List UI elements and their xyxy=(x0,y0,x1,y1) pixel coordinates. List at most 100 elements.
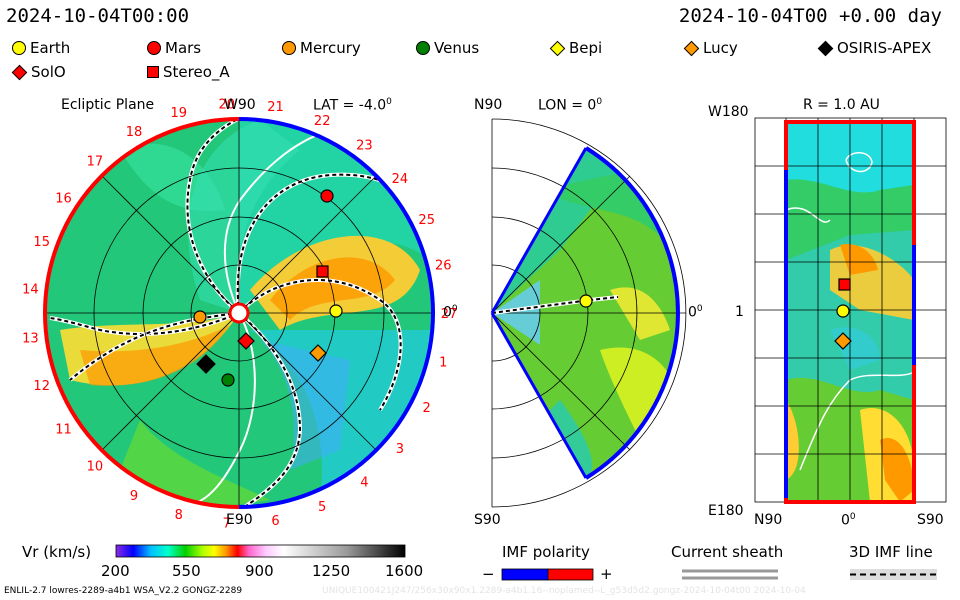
start-time: 2024-10-04T00:00 xyxy=(6,5,190,27)
model-info: ENLIL-2.7 lowres-2289-a4b1 WSA_V2.2 GONG… xyxy=(4,586,243,596)
carrington-label: 6 xyxy=(271,514,279,529)
x-mid-zero: 0 xyxy=(841,512,850,529)
carrington-label: 13 xyxy=(22,331,39,346)
carrington-label: 26 xyxy=(435,259,452,274)
carrington-label: 10 xyxy=(87,460,104,475)
degree-sign: 0 xyxy=(849,512,856,522)
meridional-bottom-label: S90 xyxy=(474,512,501,528)
lat-value: LAT = -4.0 xyxy=(313,97,387,114)
current-sheath-swatch xyxy=(682,569,778,580)
colorbar-tick: 1250 xyxy=(312,562,351,580)
rmap-bottom-label: E180 xyxy=(708,503,744,519)
imf-positive-swatch xyxy=(547,568,594,581)
legend-label: Lucy xyxy=(703,39,738,57)
degree-sign: 0 xyxy=(596,97,603,107)
carrington-label: 2 xyxy=(423,401,431,416)
solo-marker xyxy=(237,332,255,350)
lucy-marker-rmap xyxy=(834,332,852,350)
run-id-watermark: UNIQUE100421J247/256x30x90x1.2289-a4b1.1… xyxy=(322,586,806,596)
carrington-label: 12 xyxy=(33,379,50,394)
meridional-lon-label: LON = 00 xyxy=(538,97,602,114)
carrington-label: 27 xyxy=(441,307,458,322)
carrington-label: 18 xyxy=(126,125,143,140)
osiris-apex-marker xyxy=(196,354,216,374)
legend-label: Mars xyxy=(165,39,202,57)
rmap-x-right: S90 xyxy=(917,512,944,528)
carrington-label: 20 xyxy=(219,97,236,112)
lon-value: LON = 0 xyxy=(538,97,597,114)
carrington-label: 15 xyxy=(33,235,50,250)
imf-negative-swatch xyxy=(501,568,549,581)
rmap-title: R = 1.0 AU xyxy=(803,97,880,113)
legend-label: SolO xyxy=(31,63,66,81)
rmap-x-left: N90 xyxy=(754,512,783,528)
legend-mercury: Mercury xyxy=(282,39,361,57)
venus-marker-icon xyxy=(416,41,430,55)
carrington-label: 24 xyxy=(392,172,409,187)
meridional-panel xyxy=(490,118,687,508)
colorbar-label: Vr (km/s) xyxy=(22,543,92,561)
carrington-label: 11 xyxy=(55,422,72,437)
carrington-label: 1 xyxy=(439,355,447,370)
legend-earth: Earth xyxy=(12,39,70,57)
carrington-label: 25 xyxy=(418,213,435,228)
velocity-colorbar xyxy=(115,544,406,558)
ecliptic-top-label: W90 xyxy=(224,97,256,113)
legend-osiris-apex: OSIRIS-APEX xyxy=(817,39,932,57)
colorbar-tick: 900 xyxy=(245,562,274,580)
legend-venus: Venus xyxy=(416,39,479,57)
rmap-panel xyxy=(754,117,947,504)
carrington-label: 7 xyxy=(223,517,231,532)
mercury-marker-icon xyxy=(282,41,296,55)
legend-lucy: Lucy xyxy=(683,39,738,57)
mercury-marker xyxy=(193,310,207,324)
carrington-label: 14 xyxy=(22,283,39,298)
rmap-x-mid: 00 xyxy=(841,512,856,529)
carrington-label: 17 xyxy=(87,154,104,169)
ecliptic-lat-label: LAT = -4.00 xyxy=(313,97,392,114)
carrington-label: 16 xyxy=(55,192,72,207)
earth-marker-rmap xyxy=(836,304,850,318)
ecliptic-right-label: 00 xyxy=(443,304,458,321)
carrington-label: 23 xyxy=(356,139,373,154)
ecliptic-bottom-label: E90 xyxy=(226,512,253,528)
right-zero: 0 xyxy=(688,304,697,321)
mars-marker xyxy=(320,189,334,203)
degree-sign: 0 xyxy=(451,304,458,314)
imf-plus: + xyxy=(600,565,613,583)
carrington-label: 22 xyxy=(314,114,331,129)
rmap-top-label: W180 xyxy=(708,104,749,120)
earth-marker-icon xyxy=(12,41,26,55)
legend-stereo-a: Stereo_A xyxy=(147,63,230,81)
imf-minus: − xyxy=(482,565,495,583)
carrington-label: 3 xyxy=(396,442,404,457)
earth-marker-meridional xyxy=(579,294,593,308)
rmap-left-tick: 1 xyxy=(735,304,744,320)
ecliptic-title: Ecliptic Plane xyxy=(61,97,155,113)
stereo-a-marker xyxy=(316,265,329,278)
earth-marker xyxy=(329,304,343,318)
current-sheath-label: Current sheath xyxy=(671,543,784,561)
legend-bepi: Bepi xyxy=(549,39,602,57)
legend-label: Stereo_A xyxy=(163,63,230,81)
degree-sign: 0 xyxy=(696,304,703,314)
legend-label: OSIRIS-APEX xyxy=(837,39,932,57)
degree-sign: 0 xyxy=(386,97,392,107)
imf-polarity-label: IMF polarity xyxy=(502,543,590,561)
carrington-label: 21 xyxy=(267,100,284,115)
carrington-label: 4 xyxy=(360,475,368,490)
legend-mars: Mars xyxy=(147,39,201,57)
carrington-label: 8 xyxy=(175,508,183,523)
legend-label: Mercury xyxy=(300,39,361,57)
carrington-label: 19 xyxy=(171,106,188,121)
colorbar-tick: 550 xyxy=(172,562,201,580)
imf-line-label: 3D IMF line xyxy=(849,543,933,561)
carrington-label: 5 xyxy=(318,500,326,515)
mars-marker-icon xyxy=(147,41,161,55)
legend-label: Earth xyxy=(30,39,71,57)
colorbar-tick: 1600 xyxy=(385,562,424,580)
venus-marker xyxy=(221,373,235,387)
